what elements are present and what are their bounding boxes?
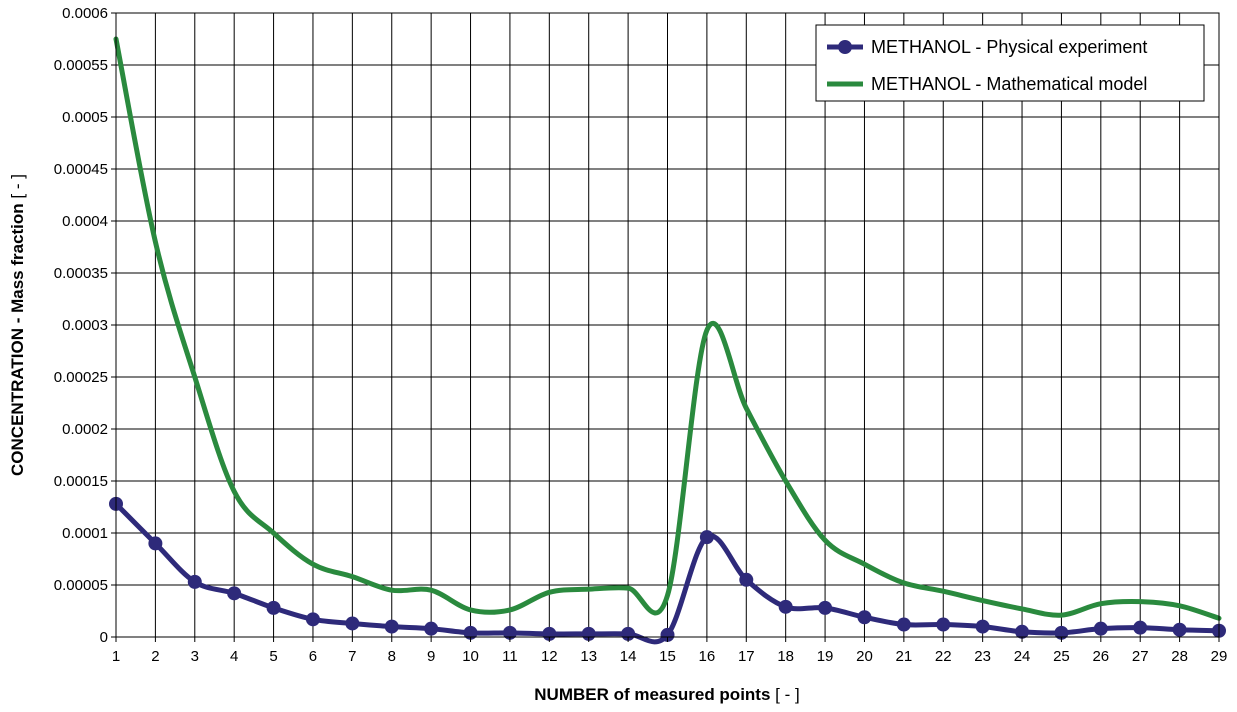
y-tick-label: 0.00015 xyxy=(54,473,108,490)
y-tick-label: 0.00035 xyxy=(54,265,108,282)
data-point-methanol-physical-experiment xyxy=(502,625,517,640)
x-tick-label: 13 xyxy=(580,648,597,665)
data-point-methanol-physical-experiment xyxy=(148,536,163,551)
x-tick-label: 8 xyxy=(388,648,396,665)
x-tick-label: 18 xyxy=(777,648,794,665)
data-point-methanol-physical-experiment xyxy=(187,574,202,589)
x-tick-label: 28 xyxy=(1171,648,1188,665)
x-tick-label: 27 xyxy=(1132,648,1149,665)
data-point-methanol-physical-experiment xyxy=(1015,624,1030,639)
y-tick-label: 0.00045 xyxy=(54,161,108,178)
data-point-methanol-physical-experiment xyxy=(424,621,439,636)
legend: METHANOL - Physical experiment METHANOL … xyxy=(815,24,1205,102)
y-tick-label: 0.0002 xyxy=(62,421,108,438)
x-tick-label: 20 xyxy=(856,648,873,665)
x-tick-label: 11 xyxy=(502,648,518,665)
x-tick-label: 23 xyxy=(974,648,991,665)
data-point-methanol-physical-experiment xyxy=(778,599,793,614)
y-axis-title: CONCENTRATION - Mass fraction [ - ] xyxy=(8,174,27,476)
y-tick-label: 0.00005 xyxy=(54,577,108,594)
y-tick-label: 0.0001 xyxy=(62,525,108,542)
x-tick-label: 6 xyxy=(309,648,317,665)
x-tick-label: 26 xyxy=(1092,648,1109,665)
data-point-methanol-physical-experiment xyxy=(1054,625,1069,640)
x-tick-label: 22 xyxy=(935,648,952,665)
x-tick-label: 14 xyxy=(620,648,637,665)
data-point-methanol-physical-experiment xyxy=(266,600,281,615)
y-axis-ticks: 0 0.00005 0.0001 0.00015 0.0002 0.00025 0.0003… xyxy=(54,5,116,646)
x-tick-label: 19 xyxy=(817,648,834,665)
x-tick-label: 25 xyxy=(1053,648,1070,665)
legend-box xyxy=(815,24,1205,102)
data-point-methanol-physical-experiment xyxy=(305,612,320,627)
x-tick-label: 2 xyxy=(151,648,159,665)
data-point-methanol-physical-experiment xyxy=(345,616,360,631)
x-tick-label: 24 xyxy=(1014,648,1031,665)
x-tick-label: 3 xyxy=(191,648,199,665)
data-point-methanol-physical-experiment xyxy=(896,617,911,632)
x-tick-label: 12 xyxy=(541,648,558,665)
legend-label-mathematical-model: METHANOL - Mathematical model xyxy=(871,74,1147,94)
x-tick-label: 29 xyxy=(1211,648,1228,665)
y-tick-label: 0.00025 xyxy=(54,369,108,386)
y-tick-label: 0.0003 xyxy=(62,317,108,334)
y-tick-label: 0.0006 xyxy=(62,5,108,22)
x-tick-label: 5 xyxy=(269,648,277,665)
data-point-methanol-physical-experiment xyxy=(1093,621,1108,636)
x-tick-label: 4 xyxy=(230,648,238,665)
x-tick-label: 15 xyxy=(659,648,676,665)
x-tick-label: 17 xyxy=(738,648,755,665)
data-point-methanol-physical-experiment xyxy=(975,619,990,634)
y-tick-label: 0.0004 xyxy=(62,213,108,230)
y-tick-label: 0 xyxy=(100,629,108,646)
x-tick-label: 9 xyxy=(427,648,435,665)
x-tick-label: 1 xyxy=(112,648,120,665)
x-axis-title: NUMBER of measured points [ - ] xyxy=(534,685,799,704)
y-tick-label: 0.0005 xyxy=(62,109,108,126)
data-point-methanol-physical-experiment xyxy=(1133,620,1148,635)
legend-label-physical-experiment: METHANOL - Physical experiment xyxy=(871,37,1147,57)
data-point-methanol-physical-experiment xyxy=(227,586,242,601)
y-tick-label: 0.00055 xyxy=(54,57,108,74)
x-tick-label: 7 xyxy=(348,648,356,665)
data-point-methanol-physical-experiment xyxy=(936,617,951,632)
x-tick-label: 10 xyxy=(462,648,479,665)
x-tick-label: 16 xyxy=(699,648,716,665)
data-point-methanol-physical-experiment xyxy=(660,627,675,642)
x-axis-ticks: 1 2 3 4 5 6 7 8 9 10 11 12 13 14 15 16 17 18 19 20 21 22 23 24 2… xyxy=(112,637,1228,665)
legend-marker-physical-experiment xyxy=(838,40,852,54)
data-point-methanol-physical-experiment xyxy=(739,572,754,587)
data-point-methanol-physical-experiment xyxy=(1172,622,1187,637)
data-point-methanol-physical-experiment xyxy=(699,530,714,545)
series-line-methanol-mathematical-model xyxy=(113,36,1222,621)
data-point-methanol-physical-experiment xyxy=(463,625,478,640)
x-tick-label: 21 xyxy=(896,648,913,665)
data-point-methanol-physical-experiment xyxy=(818,600,833,615)
data-point-methanol-physical-experiment xyxy=(384,619,399,634)
data-point-methanol-physical-experiment xyxy=(857,610,872,625)
